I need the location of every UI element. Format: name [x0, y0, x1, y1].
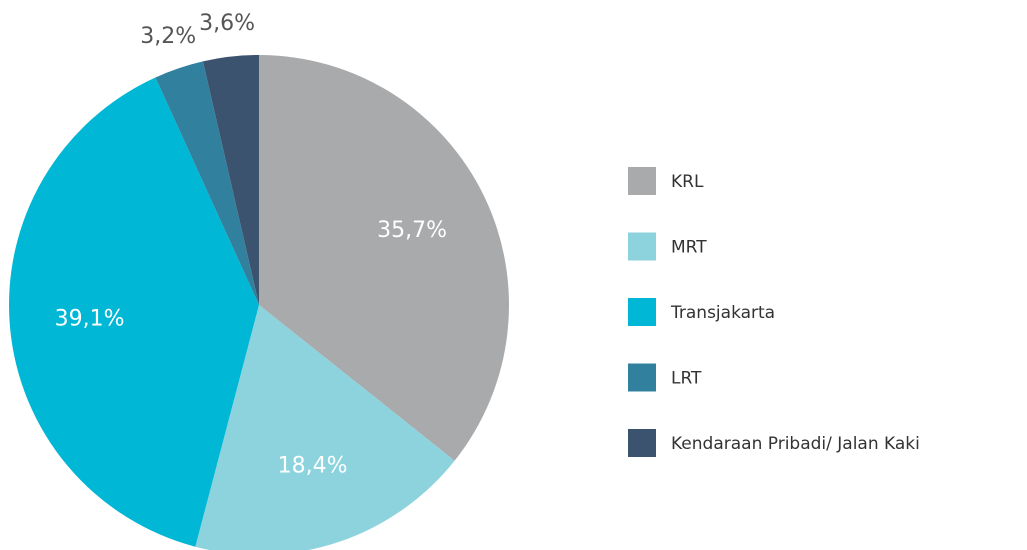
slice-label: 39,1%	[55, 306, 125, 331]
pie-slice	[202, 55, 259, 305]
legend-swatch	[628, 167, 656, 195]
slice-label: 18,4%	[278, 453, 348, 478]
legend-label: Kendaraan Pribadi/ Jalan Kaki	[671, 434, 920, 454]
legend-swatch	[628, 298, 656, 326]
slice-label: 35,7%	[377, 218, 447, 243]
pie-slice	[195, 305, 455, 550]
legend-label: KRL	[671, 172, 704, 192]
pie-slice	[155, 61, 259, 305]
slice-label: 3,6%	[199, 11, 255, 36]
legend-label: LRT	[671, 369, 702, 389]
legend-label: Transjakarta	[670, 303, 775, 323]
legend-swatch	[628, 363, 656, 392]
legend-label: MRT	[671, 238, 707, 258]
slice-label: 3,2%	[140, 24, 196, 49]
legend-swatch	[628, 232, 656, 261]
pie-slice	[259, 55, 510, 461]
legend-swatch	[628, 429, 656, 457]
pie-slice	[9, 77, 259, 547]
